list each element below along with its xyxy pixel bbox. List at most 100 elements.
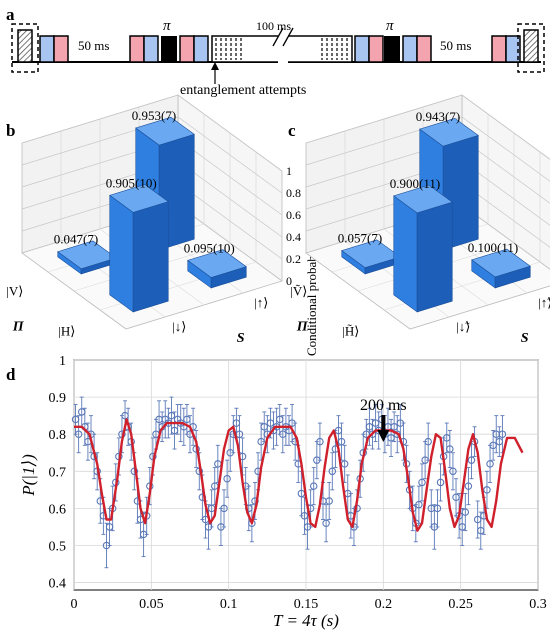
bar-front: [109, 194, 134, 313]
gridline: [21, 116, 283, 194]
bar-top: [471, 248, 531, 278]
data-point: [223, 474, 231, 483]
wait-label-mid: 100 ms: [256, 19, 291, 33]
data-point: [449, 467, 457, 476]
pi-tick-label: |H⟩: [58, 324, 75, 339]
panel-b: b 10.80.60.40.20 Conditional probability …: [6, 94, 319, 356]
data-point: [483, 486, 491, 494]
s-axis-label: S: [237, 331, 245, 346]
y-tick-label: 0.5: [49, 539, 67, 554]
bar-value-label: 0.100(11): [468, 240, 518, 255]
data-point: [322, 519, 330, 527]
x-tick-label: 0: [71, 597, 78, 612]
data-point: [309, 482, 318, 490]
gridline: [305, 116, 550, 182]
pulse-pink: [129, 35, 145, 63]
z-tick-label: 0.4: [286, 230, 301, 244]
axis-break-mark: [282, 27, 294, 47]
pi-pulse-left: [161, 36, 177, 62]
data-point: [498, 430, 507, 438]
panel-c-label: c: [288, 121, 296, 140]
x-tick-label: 0.1: [220, 597, 238, 612]
data-point: [316, 437, 324, 446]
data-point: [328, 467, 337, 476]
data-point: [461, 508, 470, 516]
x-tick-label: 0.3: [529, 597, 547, 612]
y-tick-label: 0.4: [49, 577, 67, 592]
panel-a: a 50 ms π 100 ms: [6, 5, 545, 98]
x-axis-label: T = 4τ (s): [273, 611, 339, 630]
pulse-blue: [505, 35, 521, 63]
y-tick-label: 0.8: [49, 428, 67, 443]
pulse-pink: [416, 35, 432, 63]
annotation-arrow-shaft: [381, 415, 386, 431]
pi-label-right: π: [386, 18, 394, 34]
x-tick-label: 0.15: [294, 597, 319, 612]
x-tick-label: 0.2: [375, 597, 393, 612]
dashed-box-right: [517, 23, 545, 73]
pulse-blue: [402, 35, 418, 63]
data-point: [446, 445, 454, 453]
wait-label-left: 50 ms: [78, 38, 109, 53]
bar-value-label: 0.047(7): [54, 232, 98, 247]
pi-label-left: π: [163, 18, 171, 34]
bar-value-label: 0.905(10): [106, 175, 157, 190]
bar-side: [416, 201, 453, 313]
entanglement-ticks-right: [321, 38, 348, 60]
wait-label-right: 50 ms: [440, 38, 471, 53]
fit-curve: [74, 418, 524, 532]
data-point: [486, 460, 494, 468]
data-point: [436, 478, 445, 487]
data-point: [220, 504, 228, 513]
data-point: [74, 430, 83, 438]
data-point: [415, 500, 423, 509]
pi-axis-label: Π: [12, 320, 25, 335]
pulse-blue: [354, 35, 370, 63]
gridline: [305, 94, 550, 160]
x-tick-label: 0.25: [448, 597, 473, 612]
annotation-label: 200 ms: [360, 397, 407, 414]
data-point: [424, 437, 432, 446]
hatched-pulse-left: [17, 29, 33, 63]
s-tick-label: |↑̃⟩: [538, 295, 550, 310]
bar-top: [187, 249, 247, 278]
pulse-pink: [179, 35, 195, 63]
annotation-arrow-head: [377, 430, 390, 442]
hatched-pulse-right: [523, 29, 539, 63]
s-axis-label: S: [521, 331, 529, 346]
s-tick-label: |↑⟩: [254, 295, 268, 310]
data-point: [464, 482, 473, 490]
z-tick-label: 0: [286, 274, 292, 288]
panel-d-label: d: [6, 365, 16, 384]
pulse-pink: [491, 35, 507, 63]
pulse-blue: [143, 35, 159, 63]
annotation-arrow-head: [211, 62, 219, 70]
s-tick-label: |↓⟩: [172, 319, 186, 334]
bar-value-label: 0.095(10): [184, 240, 235, 255]
bar-top: [419, 117, 479, 147]
axis-break-mark: [272, 27, 284, 47]
z-tick-label: 0.2: [286, 252, 301, 266]
bar-value-label: 0.900(11): [390, 176, 440, 191]
y-tick-label: 0.6: [49, 502, 67, 517]
entanglement-ticks-left: [215, 38, 242, 60]
data-point: [418, 478, 426, 487]
pi-pulse-right: [384, 36, 400, 62]
bar-value-label: 0.943(7): [416, 109, 460, 124]
z-tick-label: 0.8: [286, 186, 301, 200]
pulse-blue: [193, 35, 209, 63]
z-tick-label: 1: [286, 164, 292, 178]
dashed-box-left: [11, 23, 39, 73]
bar-top: [109, 184, 169, 213]
y-tick-label: 1: [59, 354, 66, 369]
y-tick-label: 0.7: [49, 465, 67, 480]
panel-a-label: a: [6, 5, 15, 24]
bar-side: [132, 201, 169, 313]
bar-value-label: 0.057(7): [338, 231, 382, 246]
data-point: [433, 504, 442, 513]
pulse-pink: [53, 35, 69, 63]
pi-axis-label: Π: [296, 320, 309, 335]
panel-b-label: b: [6, 121, 15, 140]
